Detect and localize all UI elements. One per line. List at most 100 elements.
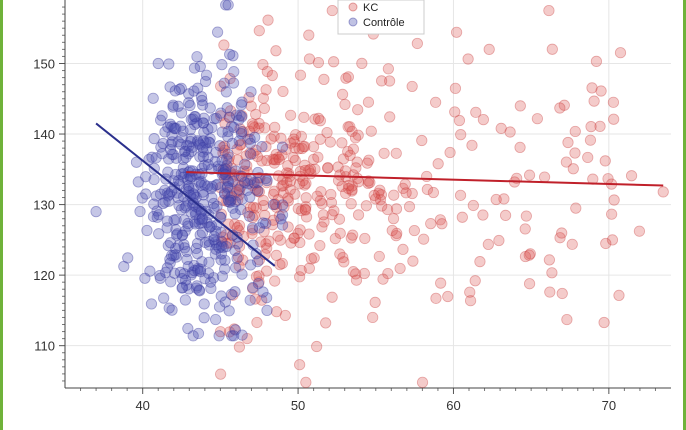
kc-point bbox=[318, 73, 330, 85]
kc-point bbox=[333, 213, 346, 225]
control-point bbox=[176, 229, 189, 241]
kc-point bbox=[582, 151, 594, 164]
control-point bbox=[226, 120, 238, 132]
control-point bbox=[177, 162, 189, 174]
kc-point bbox=[244, 147, 256, 159]
control-point bbox=[155, 114, 167, 126]
kc-point bbox=[390, 230, 402, 242]
kc-point bbox=[362, 96, 375, 108]
kc-point bbox=[232, 194, 244, 206]
control-point bbox=[182, 220, 194, 232]
control-point bbox=[183, 283, 195, 295]
control-point bbox=[169, 123, 181, 135]
kc-point bbox=[223, 112, 235, 124]
kc-point bbox=[544, 286, 556, 298]
control-point bbox=[198, 298, 210, 310]
control-point bbox=[213, 242, 225, 254]
control-point bbox=[190, 209, 202, 221]
control-point bbox=[164, 237, 177, 249]
kc-point bbox=[442, 290, 454, 303]
kc-point bbox=[299, 203, 311, 215]
kc-point bbox=[303, 228, 315, 240]
control-point bbox=[204, 221, 216, 233]
control-point bbox=[244, 259, 257, 271]
kc-point bbox=[259, 122, 271, 134]
kc-point bbox=[320, 317, 332, 329]
kc-point bbox=[220, 229, 232, 241]
control-point bbox=[167, 99, 179, 111]
control-point bbox=[196, 217, 208, 229]
control-point bbox=[222, 0, 234, 11]
kc-point bbox=[303, 262, 315, 274]
control-point bbox=[213, 163, 225, 175]
control-point bbox=[194, 229, 206, 241]
control-point bbox=[166, 148, 178, 160]
control-point bbox=[202, 159, 214, 171]
control-point bbox=[169, 85, 181, 97]
kc-point bbox=[277, 187, 289, 199]
control-point bbox=[148, 198, 160, 210]
kc-point bbox=[235, 180, 247, 193]
kc-point bbox=[257, 58, 269, 71]
kc-point bbox=[214, 326, 227, 338]
control-point bbox=[155, 141, 167, 153]
control-point bbox=[220, 0, 232, 11]
control-point bbox=[195, 91, 208, 103]
kc-point bbox=[231, 143, 243, 155]
control-point bbox=[161, 262, 173, 274]
kc-point bbox=[345, 232, 357, 244]
control-point bbox=[211, 178, 224, 191]
kc-point bbox=[464, 286, 476, 298]
legend-box bbox=[337, 0, 425, 35]
control-point bbox=[260, 172, 272, 185]
control-point bbox=[199, 236, 211, 249]
kc-point bbox=[272, 230, 284, 242]
control-point bbox=[236, 126, 248, 138]
control-point bbox=[208, 202, 220, 214]
kc-point bbox=[280, 143, 292, 155]
control-point bbox=[178, 268, 190, 280]
kc-point bbox=[314, 115, 326, 127]
control-point bbox=[168, 249, 180, 262]
control-point bbox=[185, 133, 197, 145]
kc-point bbox=[217, 147, 229, 159]
control-point bbox=[154, 269, 166, 282]
control-point bbox=[188, 216, 201, 228]
kc-point bbox=[339, 165, 352, 177]
control-point bbox=[216, 168, 228, 181]
control-point bbox=[160, 266, 172, 279]
kc-point bbox=[243, 125, 256, 137]
kc-point bbox=[368, 189, 380, 201]
kc-point bbox=[311, 340, 323, 353]
kc-point bbox=[220, 237, 233, 250]
kc-point bbox=[374, 184, 386, 196]
control-point bbox=[197, 135, 209, 147]
kc-point bbox=[253, 25, 265, 37]
kc-point bbox=[276, 149, 288, 161]
kc-point bbox=[455, 129, 467, 141]
kc-point bbox=[469, 275, 481, 287]
kc-point bbox=[295, 264, 307, 277]
control-point bbox=[202, 123, 214, 135]
control-point bbox=[205, 163, 218, 175]
control-point bbox=[185, 113, 197, 126]
kc-point bbox=[260, 238, 272, 250]
control-point bbox=[197, 186, 209, 198]
control-point bbox=[166, 120, 178, 133]
kc-point bbox=[376, 200, 388, 212]
control-point bbox=[173, 175, 185, 187]
control-point bbox=[233, 183, 245, 195]
kc-point bbox=[284, 184, 296, 196]
kc-point bbox=[250, 271, 263, 283]
kc-point bbox=[606, 234, 619, 246]
kc-point bbox=[332, 174, 345, 187]
control-point bbox=[198, 159, 210, 171]
kc-point bbox=[300, 192, 312, 204]
kc-point bbox=[326, 209, 338, 221]
control-point bbox=[150, 190, 162, 202]
control-point bbox=[203, 239, 215, 251]
control-point bbox=[210, 225, 222, 237]
kc-point bbox=[221, 195, 233, 207]
control-point bbox=[150, 152, 162, 164]
kc-point bbox=[289, 154, 301, 167]
